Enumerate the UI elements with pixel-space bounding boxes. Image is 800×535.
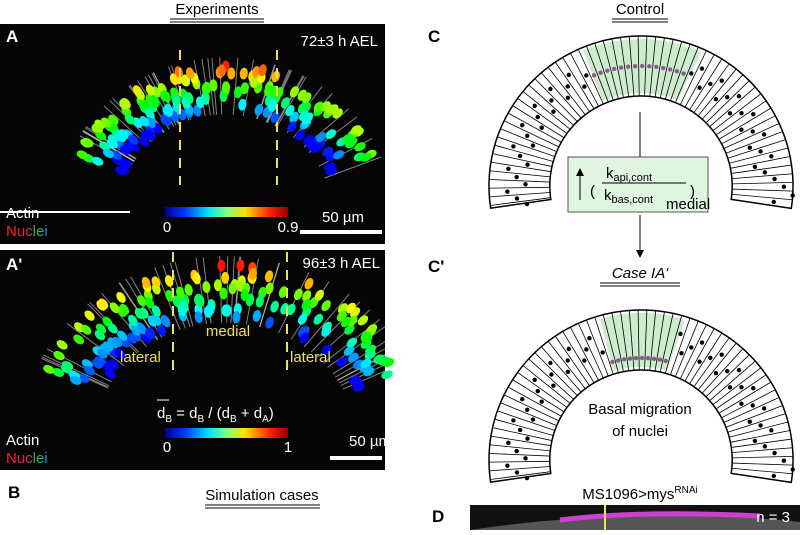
region-label: lateral bbox=[120, 349, 161, 366]
panel-label: A bbox=[6, 27, 18, 46]
experiments: Experiments A 72±3 h AEL Actin Nuclei 0 … bbox=[0, 1, 410, 509]
ratio-region: medial bbox=[666, 196, 710, 213]
region-label: medial bbox=[206, 323, 250, 340]
colorbar-min: 0 bbox=[163, 219, 171, 236]
ratio-bottom: kbas,cont bbox=[604, 187, 653, 206]
ratio-top: kapi,cont bbox=[606, 165, 652, 184]
region-label: lateral bbox=[290, 349, 331, 366]
caption: of nuclei bbox=[612, 423, 668, 440]
stage: 72±3 h AEL bbox=[301, 33, 378, 50]
stage: 96±3 h AEL bbox=[303, 255, 380, 272]
panel-label: B bbox=[8, 483, 20, 502]
heading: Case IA' bbox=[612, 265, 669, 282]
colorbar-max: 1 bbox=[284, 439, 292, 456]
channel: Actin bbox=[6, 205, 39, 222]
channel: Actin bbox=[6, 432, 39, 449]
channel: Nuclei bbox=[6, 450, 48, 467]
heading: Control bbox=[616, 1, 664, 18]
caption: Basal migration bbox=[588, 401, 691, 418]
heading: Experiments bbox=[175, 1, 258, 18]
svg-text:(: ( bbox=[590, 183, 595, 200]
colorbar-min: 0 bbox=[163, 439, 171, 456]
scale-bar-label: 50 µm bbox=[349, 433, 391, 450]
channel: Nuclei bbox=[6, 223, 48, 240]
heading: Simulation cases bbox=[205, 487, 318, 504]
count: n = 3 bbox=[756, 509, 790, 526]
svg-text:): ) bbox=[690, 183, 695, 200]
panel-label: C bbox=[428, 27, 440, 46]
colorbar-max: 0.9 bbox=[278, 219, 299, 236]
formula: dB = dB / (dB + dA) bbox=[157, 405, 274, 425]
panel-label: C' bbox=[428, 257, 444, 276]
title: MS1096>mysRNAi bbox=[582, 485, 697, 503]
panel-label: A' bbox=[6, 255, 22, 274]
panel-label: D bbox=[432, 507, 444, 526]
diagram: Control C () kapi,cont kbas,cont medial … bbox=[428, 1, 800, 530]
scale-bar-label: 50 µm bbox=[322, 209, 364, 226]
